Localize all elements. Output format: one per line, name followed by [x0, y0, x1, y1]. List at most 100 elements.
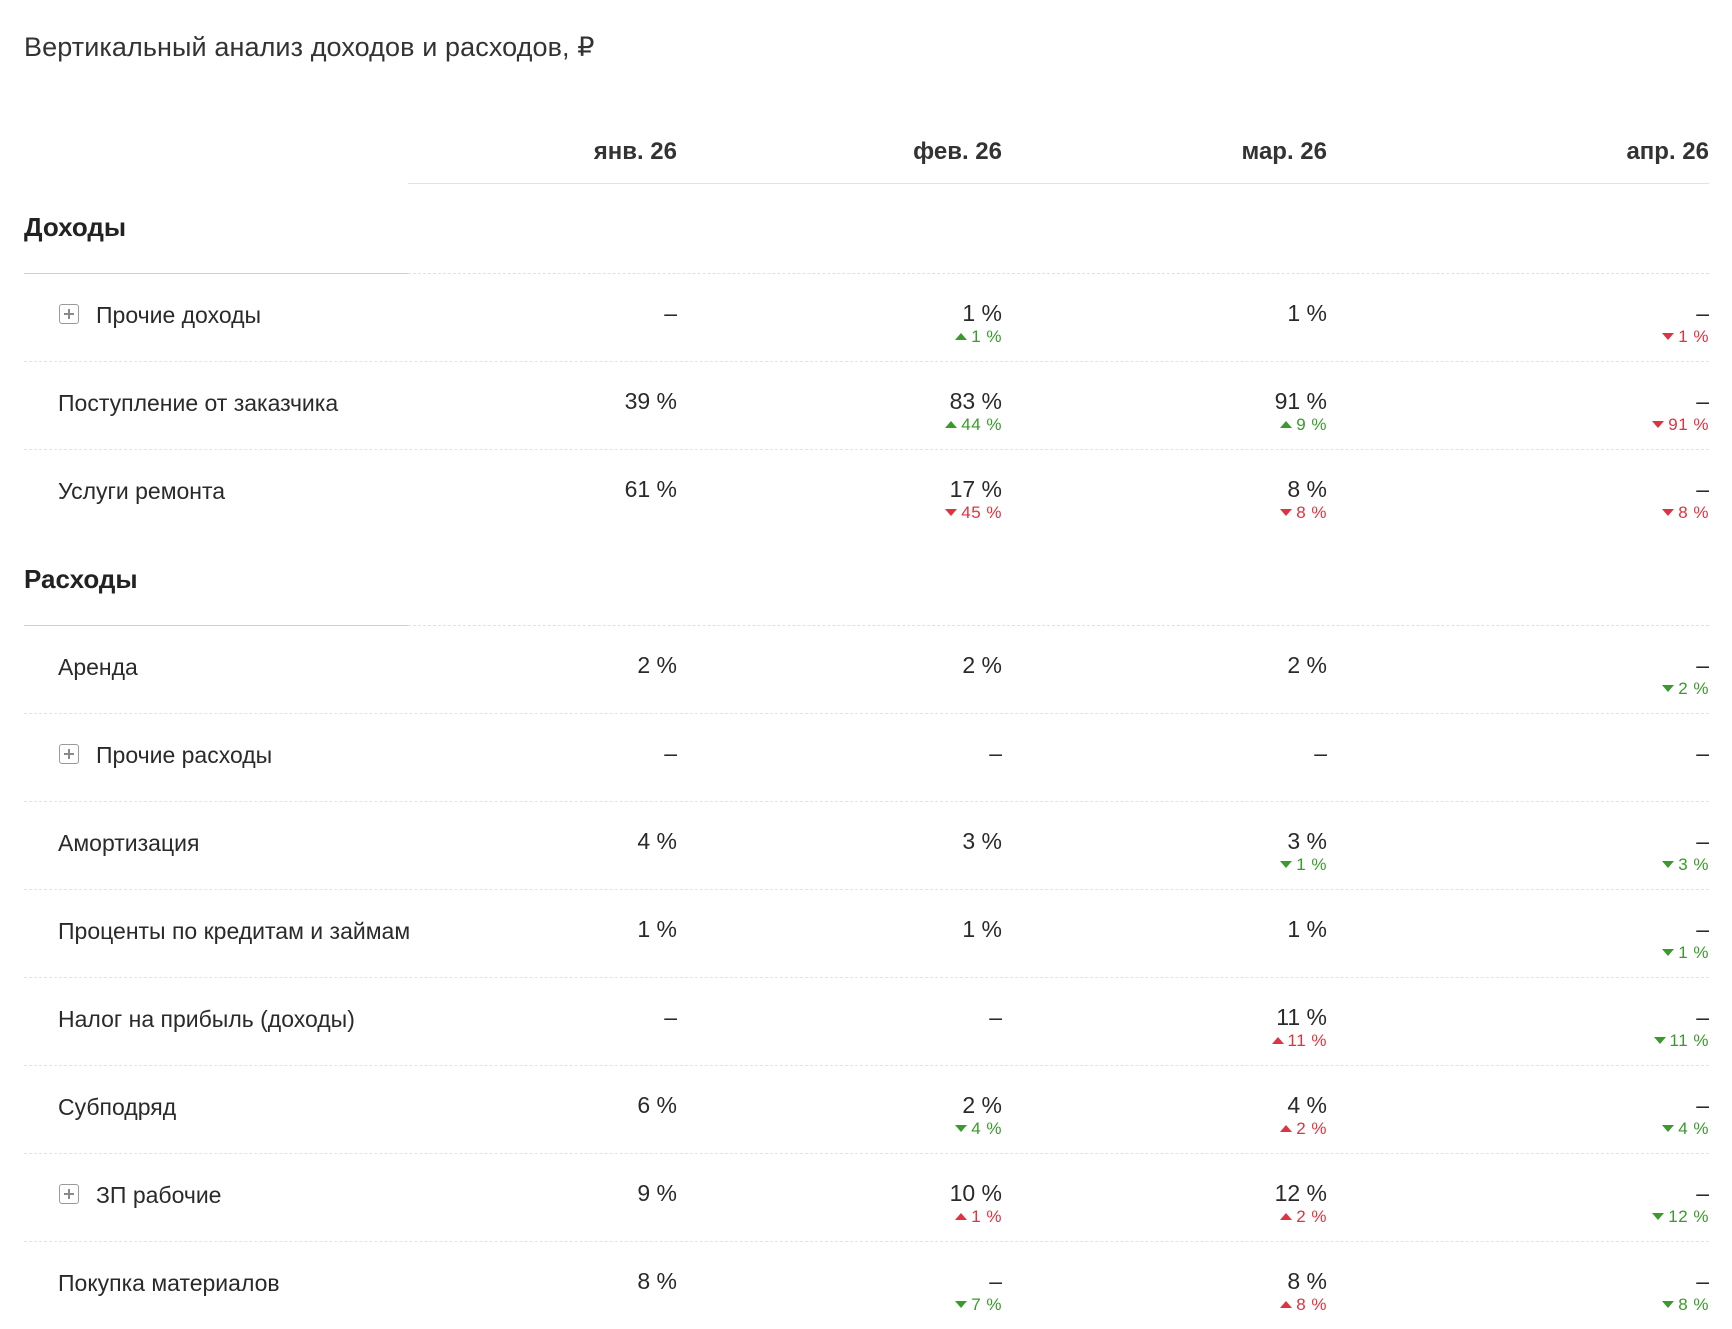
row-label: Покупка материалов: [58, 1270, 280, 1296]
column-header-feb[interactable]: фев. 26: [913, 138, 1002, 165]
cell-value: 8 %: [1287, 476, 1327, 502]
cell: –11 %: [1449, 1004, 1710, 1051]
row-label: Субподряд: [58, 1094, 177, 1120]
cell-value: –: [664, 300, 677, 326]
cell-value: –: [1696, 1092, 1709, 1118]
cell: –4 %: [1449, 1092, 1709, 1139]
cell: 1 %: [1067, 916, 1327, 942]
cell-value: 6 %: [637, 1092, 677, 1118]
row-label: Прочие расходы: [96, 742, 273, 768]
cell-value: 3 %: [1287, 828, 1327, 854]
delta-down-indicator: 12 %: [1449, 1207, 1709, 1227]
delta-down-indicator: 1 %: [1449, 327, 1709, 347]
delta-down-indicator: 91 %: [1449, 415, 1709, 435]
cell-value: 4 %: [1287, 1092, 1327, 1118]
cell-value: 9 %: [637, 1180, 677, 1206]
cell-value: 1 %: [962, 916, 1002, 942]
cell-value: 8 %: [637, 1268, 677, 1294]
section-divider: [24, 625, 408, 626]
cell-value: –: [1696, 740, 1709, 766]
column-header-apr[interactable]: апр. 26: [1626, 138, 1709, 165]
cell: –7 %: [742, 1268, 1002, 1315]
cell-value: –: [1696, 476, 1709, 502]
table-row[interactable]: Налог на прибыль (доходы) – – 11 % 11 % –…: [24, 978, 1709, 1066]
cell: 12 % 2 %: [1067, 1180, 1327, 1227]
cell-value: –: [664, 1004, 677, 1030]
cell: –12 %: [1449, 1180, 1709, 1227]
section-divider: [24, 273, 408, 274]
cell-value: 83 %: [949, 388, 1002, 414]
cell: 39 %: [417, 388, 677, 414]
delta-down-indicator: 4 %: [742, 1119, 1002, 1139]
delta-down-indicator: 4 %: [1449, 1119, 1709, 1139]
row-label: Поступление от заказчика: [58, 390, 339, 416]
section-income: Доходы: [24, 184, 1709, 274]
cell-value: 1 %: [1287, 300, 1327, 326]
cell-value: 17 %: [949, 476, 1002, 502]
cell-value: –: [1696, 1004, 1709, 1030]
cell: 1 %: [1067, 300, 1327, 326]
table-row[interactable]: Субподряд 6 % 2 % 4 % 4 % 2 % –4 %: [24, 1066, 1709, 1154]
cell: –1 %: [1449, 916, 1709, 963]
cell-value: 1 %: [1287, 916, 1327, 942]
row-label: Услуги ремонта: [58, 478, 226, 504]
row-label: Амортизация: [58, 830, 200, 856]
cell-value: 1 %: [962, 300, 1002, 326]
table-row[interactable]: Услуги ремонта 61 % 17 % 45 % 8 % 8 % –8 %: [24, 450, 1709, 537]
expand-plus-icon[interactable]: [59, 1184, 79, 1204]
table-row[interactable]: Покупка материалов 8 % –7 % 8 % 8 % –8 %: [24, 1242, 1709, 1329]
cell: 2 %: [1067, 652, 1327, 678]
cell-value: 2 %: [637, 652, 677, 678]
cell: 2 %: [417, 652, 677, 678]
cell-value: 39 %: [624, 388, 677, 414]
cell-value: –: [989, 1004, 1002, 1030]
cell: 4 %: [417, 828, 677, 854]
section-divider-dashed: [408, 625, 1709, 626]
cell-value: –: [1696, 1180, 1709, 1206]
table-row[interactable]: Поступление от заказчика 39 % 83 % 44 % 9…: [24, 362, 1709, 450]
cell: 10 % 1 %: [742, 1180, 1002, 1227]
expand-plus-icon[interactable]: [59, 744, 79, 764]
cell: 8 %: [417, 1268, 677, 1294]
header-divider: [408, 183, 1709, 184]
cell-value: –: [1696, 388, 1709, 414]
delta-down-indicator: 2 %: [1449, 679, 1709, 699]
expand-plus-icon[interactable]: [59, 304, 79, 324]
table-row[interactable]: Аренда 2 % 2 % 2 % –2 %: [24, 626, 1709, 714]
section-expense: Расходы: [24, 536, 1709, 626]
column-header-mar[interactable]: мар. 26: [1241, 138, 1327, 165]
table-row[interactable]: Амортизация 4 % 3 % 3 % 1 % –3 %: [24, 802, 1709, 890]
cell: 83 % 44 %: [742, 388, 1002, 435]
page-title: Вертикальный анализ доходов и расходов, …: [24, 32, 595, 62]
cell: 1 %: [417, 916, 677, 942]
delta-down-indicator: 1 %: [1449, 943, 1709, 963]
delta-down-indicator: 1 %: [1067, 855, 1327, 875]
cell: –91 %: [1449, 388, 1709, 435]
cell-value: 8 %: [1287, 1268, 1327, 1294]
cell: 2 %: [742, 652, 1002, 678]
cell-value: –: [1696, 828, 1709, 854]
table-row[interactable]: Прочие доходы – 1 % 1 % 1 % –1 %: [24, 274, 1709, 362]
table-row[interactable]: Прочие расходы – – – –: [24, 714, 1709, 802]
cell: 91 % 9 %: [1067, 388, 1327, 435]
table-header: янв. 26 фев. 26 мар. 26 апр. 26: [24, 110, 1709, 184]
cell: 8 % 8 %: [1067, 476, 1327, 523]
section-divider-dashed: [408, 273, 1709, 274]
cell-value: 11 %: [1276, 1004, 1327, 1030]
column-header-jan[interactable]: янв. 26: [593, 138, 677, 165]
cell: –: [1449, 740, 1709, 766]
cell: –: [417, 300, 677, 326]
cell: 11 % 11 %: [1067, 1004, 1327, 1051]
table-row[interactable]: Проценты по кредитам и займам 1 % 1 % 1 …: [24, 890, 1709, 978]
table-row[interactable]: ЗП рабочие 9 % 10 % 1 % 12 % 2 % –12 %: [24, 1154, 1709, 1242]
cell-value: –: [1696, 300, 1709, 326]
cell: 61 %: [417, 476, 677, 502]
delta-up-indicator: 11 %: [1067, 1031, 1327, 1051]
row-label: ЗП рабочие: [96, 1182, 222, 1208]
cell: 3 %: [742, 828, 1002, 854]
cell: –: [742, 740, 1002, 766]
delta-down-indicator: 7 %: [742, 1295, 1002, 1315]
cell-value: 2 %: [1287, 652, 1327, 678]
cell: 1 %: [742, 916, 1002, 942]
analysis-table: янв. 26 фев. 26 мар. 26 апр. 26 Доходы П…: [24, 110, 1709, 1329]
